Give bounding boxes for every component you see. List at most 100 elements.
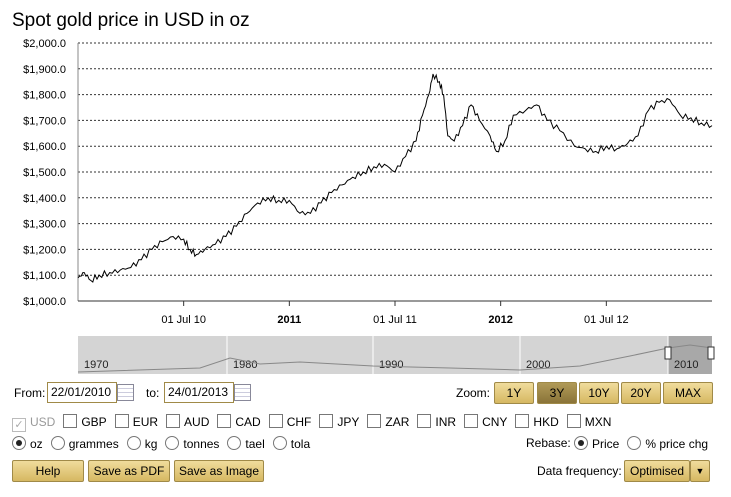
y-tick-label: $1,400.0: [23, 193, 66, 205]
radio-button[interactable]: [227, 436, 242, 450]
zoom-20y-button[interactable]: 20Y: [621, 382, 661, 404]
y-tick-label: $1,100.0: [23, 270, 66, 282]
option-label: HKD: [533, 415, 559, 429]
rebase-label: Rebase:: [526, 436, 571, 450]
option-label: kg: [144, 437, 158, 451]
data-frequency-select[interactable]: Optimised: [624, 460, 690, 482]
units-option-5[interactable]: tola: [272, 436, 311, 451]
navigator-left-handle[interactable]: [664, 346, 672, 360]
navigator[interactable]: 1970 1980 1990 2000 2010: [77, 336, 715, 374]
option-label: oz: [30, 437, 43, 451]
zoom-3y-button[interactable]: 3Y: [537, 382, 577, 404]
option-label: Price: [592, 437, 620, 451]
currencies-option-1[interactable]: GBP: [63, 414, 107, 429]
currencies-option-8[interactable]: INR: [417, 414, 457, 429]
radio-button[interactable]: [12, 436, 26, 450]
radio-button[interactable]: [627, 436, 642, 450]
navigator-right-handle[interactable]: [707, 346, 715, 360]
from-calendar-icon[interactable]: [117, 384, 134, 401]
units-option-0[interactable]: oz: [12, 436, 43, 451]
y-tick-label: $1,900.0: [23, 64, 66, 76]
checkbox[interactable]: [515, 414, 530, 428]
option-label: CAD: [235, 415, 261, 429]
navigator-background: [78, 336, 712, 374]
checkbox[interactable]: [566, 414, 581, 428]
dropdown-arrow-icon[interactable]: ▼: [690, 460, 710, 482]
zoom-10y-button[interactable]: 10Y: [579, 382, 619, 404]
y-tick-label: $1,300.0: [23, 219, 66, 231]
option-label: tonnes: [183, 437, 220, 451]
radio-button[interactable]: [165, 436, 180, 450]
checkbox[interactable]: [268, 414, 283, 428]
currencies-option-3[interactable]: AUD: [166, 414, 210, 429]
y-tick-label: $1,700.0: [23, 115, 66, 127]
checkbox[interactable]: ✓: [12, 418, 26, 432]
help-button[interactable]: Help: [12, 460, 84, 482]
zoom-1y-button[interactable]: 1Y: [494, 382, 534, 404]
navigator-year-label: 1970: [84, 359, 108, 371]
option-label: CNY: [482, 415, 508, 429]
y-tick-label: $2,000.0: [23, 38, 66, 50]
from-label: From:: [14, 386, 46, 400]
checkbox[interactable]: [319, 414, 334, 428]
units-option-2[interactable]: kg: [126, 436, 158, 451]
option-label: % price chg: [645, 437, 709, 451]
option-label: MXN: [584, 415, 612, 429]
y-tick-label: $1,800.0: [23, 90, 66, 102]
price-line-usd: [77, 73, 713, 283]
currencies-option-11[interactable]: MXN: [566, 414, 612, 429]
option-label: tola: [290, 437, 311, 451]
x-tick-label: 01 Jul 12: [584, 314, 629, 326]
y-tick-label: $1,200.0: [23, 244, 66, 256]
currencies-option-2[interactable]: EUR: [114, 414, 158, 429]
rebase-option-0[interactable]: Price: [574, 436, 620, 451]
option-label: tael: [245, 437, 265, 451]
data-frequency-label: Data frequency:: [537, 464, 622, 478]
to-calendar-icon[interactable]: [234, 384, 251, 401]
checkbox[interactable]: [464, 414, 479, 428]
save-as-image-button[interactable]: Save as Image: [174, 460, 264, 482]
option-label: grammes: [68, 437, 119, 451]
y-tick-label: $1,500.0: [23, 167, 66, 179]
option-label: INR: [435, 415, 457, 429]
radio-button[interactable]: [272, 436, 287, 450]
option-label: GBP: [81, 415, 107, 429]
option-label: CHF: [286, 415, 312, 429]
y-tick-label: $1,000.0: [23, 296, 66, 308]
x-tick-label: 01 Jul 11: [373, 314, 417, 326]
currencies-option-10[interactable]: HKD: [515, 414, 559, 429]
from-date-input[interactable]: 22/01/2010: [47, 382, 117, 403]
checkbox[interactable]: [114, 414, 129, 428]
units-option-4[interactable]: tael: [227, 436, 265, 451]
navigator-year-label: 1990: [379, 359, 403, 371]
currencies-option-4[interactable]: CAD: [217, 414, 261, 429]
chart-title: Spot gold price in USD in oz: [12, 10, 250, 31]
price-chart[interactable]: $1,000.0 $1,100.0 $1,200.0 $1,300.0 $1,400.0…: [0, 0, 731, 380]
navigator-selection[interactable]: [668, 336, 712, 374]
currencies-option-5[interactable]: CHF: [268, 414, 312, 429]
currencies-option-6[interactable]: JPY: [319, 414, 359, 429]
x-tick-label: 2012: [488, 314, 512, 326]
checkbox[interactable]: [367, 414, 382, 428]
y-tick-label: $1,600.0: [23, 141, 66, 153]
checkbox[interactable]: [166, 414, 181, 428]
currencies-option-7[interactable]: ZAR: [367, 414, 409, 429]
rebase-option-1[interactable]: % price chg: [627, 436, 709, 451]
currencies-option-0[interactable]: ✓ USD: [12, 415, 56, 432]
option-label: USD: [30, 415, 56, 429]
to-date-input[interactable]: 24/01/2013: [164, 382, 234, 403]
checkbox[interactable]: [217, 414, 232, 428]
units-option-3[interactable]: tonnes: [165, 436, 220, 451]
option-label: AUD: [184, 415, 210, 429]
radio-button[interactable]: [574, 436, 588, 450]
units-option-1[interactable]: grammes: [50, 436, 119, 451]
x-tick-label: 01 Jul 10: [161, 314, 206, 326]
zoom-max-button[interactable]: MAX: [663, 382, 713, 404]
currencies-option-9[interactable]: CNY: [464, 414, 508, 429]
radio-button[interactable]: [126, 436, 141, 450]
checkbox[interactable]: [417, 414, 432, 428]
radio-button[interactable]: [50, 436, 65, 450]
save-as-pdf-button[interactable]: Save as PDF: [88, 460, 170, 482]
checkbox[interactable]: [63, 414, 78, 428]
x-tick-label: 2011: [277, 314, 301, 326]
